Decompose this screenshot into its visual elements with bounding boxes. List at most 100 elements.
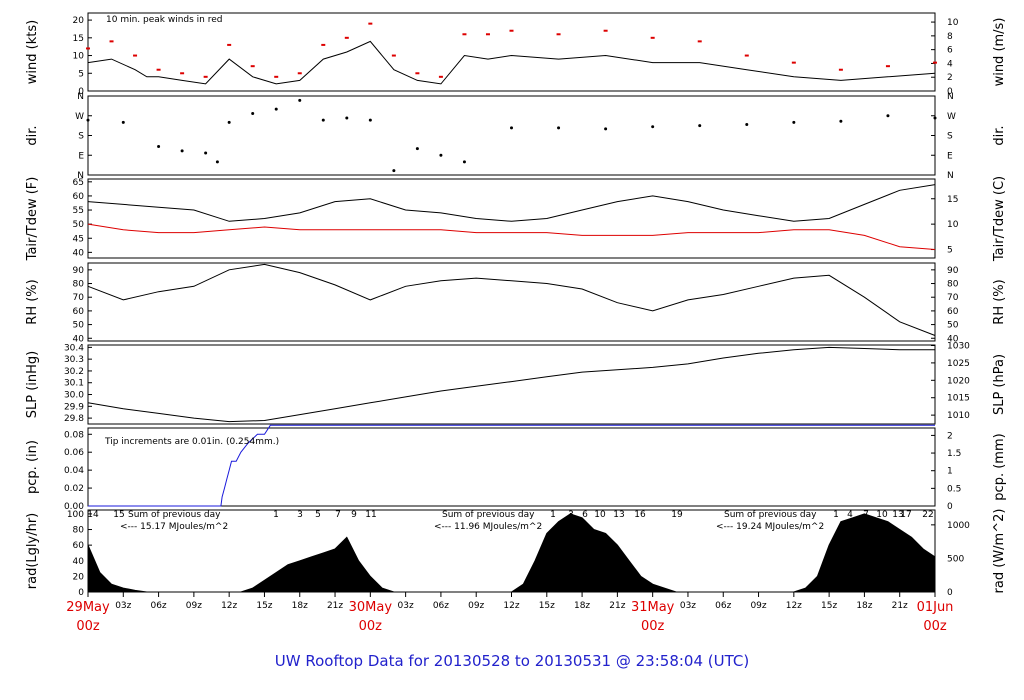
x-hour-label: 06z (433, 601, 449, 611)
temp-left-tick-label: 50 (73, 220, 85, 230)
rad-hour-mark: 9 (351, 510, 357, 520)
wind-left-tick-label: 20 (73, 16, 85, 26)
dir-point (180, 149, 184, 153)
rh-right-tick-label: 70 (947, 293, 959, 303)
rad-hour-mark: 10 (876, 510, 888, 520)
rh-right-tick-label: 40 (947, 334, 959, 344)
rad-hour-mark: 16 (634, 510, 646, 520)
x-hour-label: 09z (186, 601, 202, 611)
rad-hour-mark: 13 (613, 510, 624, 520)
x-hour-label: 03z (398, 601, 414, 611)
wind-right-tick-label: 10 (947, 18, 959, 28)
dir-point (792, 120, 796, 124)
slp-frame (87, 344, 936, 425)
dir-left-tick-label: S (78, 132, 84, 142)
dir-point (321, 118, 325, 122)
slp-left-label: SLP (inHg) (25, 351, 40, 419)
rad-hour-mark: 22 (922, 510, 933, 520)
x-hour-label: 18z (292, 601, 308, 611)
wind-left-tick-label: 15 (73, 34, 84, 44)
dir-point (510, 126, 513, 130)
temp-left-tick-label: 45 (73, 234, 84, 244)
dir-point (651, 125, 655, 129)
radiation-area (87, 513, 936, 593)
dir-point (368, 118, 372, 122)
rh-left-tick-label: 90 (73, 266, 85, 276)
rad-hour-mark: 17 (900, 510, 911, 520)
dir-point (251, 112, 255, 116)
dir-right-tick-label: E (947, 151, 953, 161)
pcp-left-label: pcp. (in) (25, 440, 40, 494)
precip-line (88, 424, 935, 507)
x-hour-label: 15z (821, 601, 837, 611)
x-hour-label: 12z (503, 601, 519, 611)
dir-point (86, 118, 90, 122)
temp-right-tick-label: 5 (947, 246, 953, 256)
wind-right-tick-label: 2 (947, 73, 953, 83)
rad-hour-mark: 10 (594, 510, 606, 520)
rad-hour-mark: 1 (273, 510, 279, 520)
dir-point (439, 153, 443, 157)
dir-right-tick-label: W (947, 112, 956, 122)
x-hour-label: 21z (327, 601, 343, 611)
rh-right-tick-label: 90 (947, 266, 959, 276)
dir-right-tick-label: S (947, 132, 953, 142)
wind-right-label: wind (m/s) (992, 18, 1007, 87)
rad-hour-mark: 3 (568, 510, 574, 520)
rad-hour-mark: 15 (113, 510, 124, 520)
dir-point (392, 169, 396, 173)
rad-left-tick-label: 20 (73, 572, 85, 582)
chart-title: UW Rooftop Data for 20130528 to 20130531… (275, 652, 749, 670)
rad-hour-mark: 13 (892, 510, 903, 520)
rad-right-tick-label: 0 (947, 588, 953, 598)
rh-line (87, 263, 936, 336)
rad-hour-mark: 5 (315, 510, 321, 520)
x-date-sub-label: 00z (641, 619, 665, 634)
temp-right-tick-label: 10 (947, 220, 959, 230)
rad-right-tick-label: 500 (947, 554, 964, 564)
rad-annotation-line1: Sum of previous day (442, 510, 535, 520)
wind-annotation: 10 min. peak winds in red (106, 15, 223, 25)
pcp-left-tick-label: 0.06 (64, 448, 84, 458)
x-hour-label: 12z (221, 601, 237, 611)
x-hour-label: 12z (786, 601, 802, 611)
temp-right-label: Tair/Tdew (C) (992, 176, 1007, 262)
rad-hour-mark: 7 (335, 510, 341, 520)
x-date-sub-label: 00z (76, 619, 100, 634)
pcp-right-tick-label: 1.5 (947, 449, 961, 459)
rad-hour-mark: 4 (847, 510, 853, 520)
slp-left-tick-label: 30.0 (64, 391, 84, 401)
slp-line (87, 346, 935, 423)
pcp-right-tick-label: 0.5 (947, 484, 961, 494)
x-date-sub-label: 00z (359, 619, 383, 634)
dir-point (886, 114, 890, 118)
pcp-right-tick-label: 1 (947, 467, 953, 477)
pcp-left-tick-label: 0.04 (64, 466, 84, 476)
x-hour-label: 21z (609, 601, 625, 611)
dir-left-tick-label: W (75, 112, 84, 122)
slp-right-tick-label: 1020 (947, 376, 970, 386)
x-hour-label: 18z (856, 601, 872, 611)
dir-left-tick-label: E (78, 151, 84, 161)
wind-right-tick-label: 8 (947, 32, 953, 42)
dir-left-label: dir. (25, 125, 40, 145)
x-hour-label: 15z (256, 601, 272, 611)
x-hour-label: 06z (715, 601, 731, 611)
wind-left-tick-label: 5 (78, 69, 84, 79)
dir-right-tick-label: N (947, 171, 954, 181)
pcp-left-tick-label: 0.08 (64, 430, 84, 440)
dir-point (698, 124, 702, 128)
x-hour-label: 06z (150, 601, 166, 611)
temp-left-tick-label: 65 (73, 178, 84, 188)
x-hour-label: 03z (115, 601, 131, 611)
slp-right-tick-label: 1030 (947, 341, 970, 351)
temp-left-label: Tair/Tdew (F) (25, 177, 40, 262)
x-date-sub-label: 00z (923, 619, 947, 634)
wind-right-tick-label: 6 (947, 46, 953, 56)
temp-left-tick-label: 55 (73, 206, 84, 216)
rh-left-tick-label: 60 (73, 307, 85, 317)
rh-frame (87, 262, 936, 342)
rad-right-tick-label: 1000 (947, 521, 970, 531)
pcp-left-tick-label: 0.00 (64, 502, 84, 512)
